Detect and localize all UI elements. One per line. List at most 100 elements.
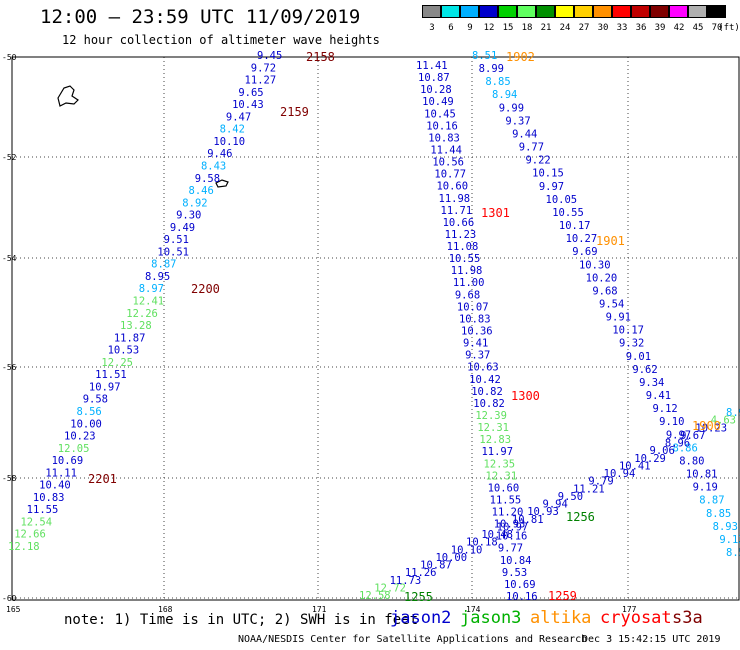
lat-label: -52 (2, 153, 17, 162)
track1-swh-value: 8.42 (220, 124, 245, 136)
track3-swh-value: 9.97 (666, 429, 691, 441)
track4-swh-value: 10.97 (497, 521, 529, 533)
track3-swh-value: 9.19 (693, 482, 718, 494)
track1-swh-value: 11.55 (27, 504, 59, 516)
track1-swh-value: 8.92 (182, 197, 207, 209)
track2-swh-value: 11.23 (445, 229, 477, 241)
time-label: 1259 (548, 589, 577, 603)
track3-swh-value: 9.68 (592, 285, 617, 297)
track4-swh-value: 10.48 (481, 529, 513, 541)
track4-swh-value: 11.21 (573, 483, 605, 495)
track2-swh-value: 10.16 (506, 591, 538, 603)
track4-swh-value: 9.06 (650, 445, 675, 457)
track3-swh-value: 9.97 (539, 181, 564, 193)
track3-swh-value: 10.27 (566, 233, 598, 245)
track2-swh-value: 9.68 (455, 289, 480, 301)
time-label: 1902 (506, 50, 535, 64)
track1-swh-value: 8.87 (151, 259, 176, 271)
track2-swh-value: 10.16 (426, 120, 458, 132)
time-label: 1300 (511, 389, 540, 403)
lon-label: 171 (312, 605, 327, 614)
track1-swh-value: 8.46 (189, 185, 214, 197)
track3-swh-value: 8.80 (679, 455, 704, 467)
track4-swh-value: 9.94 (543, 499, 568, 511)
track2-swh-value: 11.08 (447, 241, 479, 253)
track2-swh-value: 10.82 (471, 386, 503, 398)
track3-swh-value: 9.01 (626, 351, 651, 363)
track2-swh-value: 9.53 (502, 567, 527, 579)
island-auckland (215, 179, 229, 188)
track3-swh-value: 10.17 (559, 220, 591, 232)
track3-swh-value: 9.12 (719, 534, 740, 546)
track3-swh-value: 8.87 (699, 495, 724, 507)
track3-swh-value: 8.85 (485, 76, 510, 88)
track1-swh-value: 9.45 (257, 50, 282, 62)
legend-label: 33 (616, 23, 628, 33)
lat-label: -58 (2, 474, 17, 483)
track1-swh-value: 12.54 (20, 516, 52, 528)
track2-swh-value: 10.66 (443, 217, 475, 229)
track2-swh-value: 10.83 (428, 132, 460, 144)
track1-swh-value: 9.51 (164, 234, 189, 246)
track3-swh-value: 9.41 (646, 390, 671, 402)
legend-swatch (593, 5, 612, 18)
track3-swh-value: 10.55 (552, 207, 584, 219)
lon-label: 168 (158, 605, 173, 614)
track1-swh-value: 10.23 (64, 431, 96, 443)
track3-swh-value: 9.10 (659, 416, 684, 428)
track4-swh-value: 8.9 (726, 407, 740, 419)
track4-swh-value: 11.73 (390, 575, 422, 587)
track2-swh-value: 11.98 (451, 265, 483, 277)
time-label: 2158 (306, 50, 335, 64)
track1-swh-value: 10.97 (89, 381, 121, 393)
track1-swh-value: 11.87 (114, 332, 146, 344)
track2-swh-value: 10.16 (496, 531, 528, 543)
track3-swh-value: 10.20 (586, 272, 618, 284)
legend-label: 12 (483, 23, 495, 33)
legend-swatch (422, 5, 441, 18)
track4-swh-value: 10.29 (634, 453, 666, 465)
legend-label: 3 (429, 23, 435, 33)
track3-swh-value: 10.30 (579, 259, 611, 271)
track4-swh-value: 9.79 (588, 476, 613, 488)
legend-label: 70 (711, 23, 723, 33)
track2-swh-value: 10.07 (457, 301, 489, 313)
sat-label-s3a: s3a (672, 608, 703, 628)
legend-swatch (460, 5, 479, 18)
track2-swh-value: 11.98 (439, 193, 471, 205)
legend-swatch (650, 5, 669, 18)
legend-unit: (ft) (718, 23, 740, 33)
track3-swh-value: 9.34 (639, 377, 664, 389)
legend-swatch (631, 5, 650, 18)
track4-swh-value: 10.00 (435, 552, 467, 564)
track1-swh-value: 11.27 (245, 75, 277, 87)
track2-swh-value: 9.37 (465, 350, 490, 362)
track3-swh-value: 10.15 (532, 168, 564, 180)
track4-swh-value: 10.81 (512, 514, 544, 526)
track2-swh-value: 9.77 (498, 543, 523, 555)
track3-swh-value: 9.12 (652, 403, 677, 415)
track1-swh-value: 9.58 (83, 394, 108, 406)
track2-swh-value: 12.35 (484, 458, 516, 470)
track4-swh-value: 10.18 (466, 537, 498, 549)
map-subtitle: 12 hour collection of altimeter wave hei… (62, 33, 380, 47)
legend-label: 36 (635, 23, 647, 33)
legend-label: 6 (448, 23, 454, 33)
track2-swh-value: 11.55 (490, 494, 522, 506)
lat-label: -60 (2, 594, 17, 603)
legend-label: 39 (654, 23, 666, 33)
track1-swh-value: 8.56 (76, 406, 101, 418)
time-label: 2200 (191, 282, 220, 296)
track4-swh-value: 12.72 (374, 582, 406, 594)
track1-swh-value: 10.53 (108, 345, 140, 357)
track1-swh-value: 9.47 (226, 111, 251, 123)
sat-label-altika: altika (530, 608, 592, 628)
track2-swh-value: 12.39 (475, 410, 507, 422)
track3-swh-value: 9.54 (599, 299, 624, 311)
track1-swh-value: 10.69 (52, 455, 84, 467)
track3-swh-value: 8.5 (726, 547, 740, 559)
track2-swh-value: 11.41 (416, 60, 448, 72)
track2-swh-value: 10.56 (432, 157, 464, 169)
track3-swh-value: 9.62 (632, 364, 657, 376)
